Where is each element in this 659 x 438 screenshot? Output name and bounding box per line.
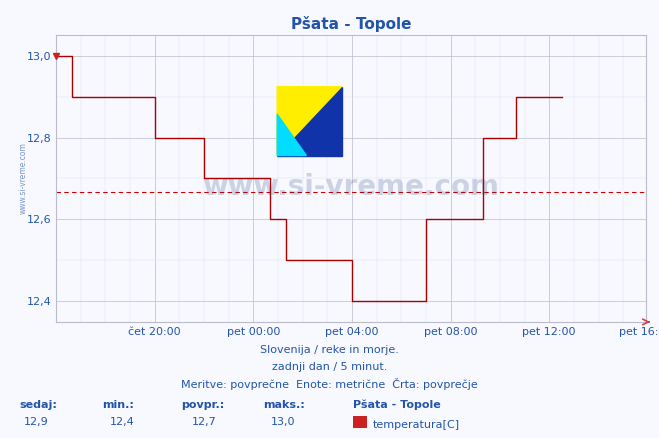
Text: www.si-vreme.com: www.si-vreme.com (202, 173, 500, 201)
Text: zadnji dan / 5 minut.: zadnji dan / 5 minut. (272, 362, 387, 372)
Text: 13,0: 13,0 (271, 417, 296, 427)
Text: Meritve: povprečne  Enote: metrične  Črta: povprečje: Meritve: povprečne Enote: metrične Črta:… (181, 378, 478, 390)
Text: povpr.:: povpr.: (181, 400, 225, 410)
Polygon shape (277, 87, 342, 155)
Text: temperatura[C]: temperatura[C] (372, 420, 459, 430)
Text: maks.:: maks.: (264, 400, 305, 410)
Text: www.si-vreme.com: www.si-vreme.com (19, 142, 28, 215)
Polygon shape (277, 87, 342, 155)
Polygon shape (277, 114, 306, 155)
Text: sedaj:: sedaj: (20, 400, 57, 410)
Text: 12,7: 12,7 (192, 417, 217, 427)
Text: 12,9: 12,9 (24, 417, 49, 427)
Text: 12,4: 12,4 (109, 417, 134, 427)
Text: min.:: min.: (102, 400, 134, 410)
Title: Pšata - Topole: Pšata - Topole (291, 17, 411, 32)
Text: Pšata - Topole: Pšata - Topole (353, 400, 440, 410)
Text: Slovenija / reke in morje.: Slovenija / reke in morje. (260, 345, 399, 355)
